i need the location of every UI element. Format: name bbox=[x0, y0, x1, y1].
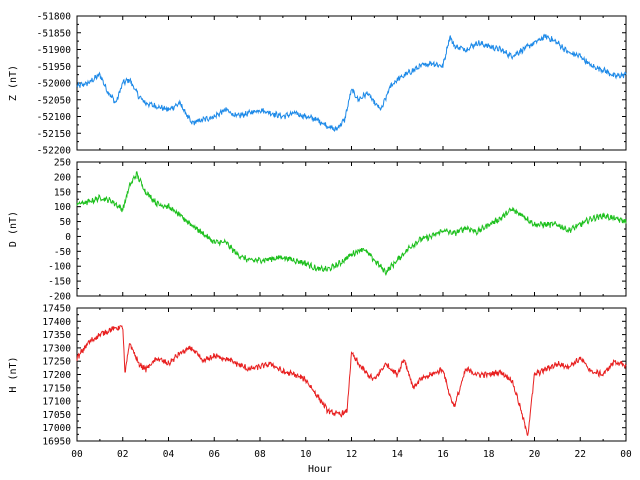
h-y-tick-label: 17450 bbox=[42, 304, 71, 315]
z-y-tick-label: -52150 bbox=[37, 129, 72, 140]
d-y-tick-label: 0 bbox=[65, 232, 71, 243]
d-y-tick-label: 200 bbox=[54, 172, 71, 183]
z-y-tick-label: -51950 bbox=[37, 62, 72, 73]
h-series-line bbox=[76, 325, 627, 437]
z-component-panel: -51800 -51850 -51900 -51950 -52000 -52050 -521… bbox=[8, 12, 627, 157]
h-component-panel: 17450 17400 17350 17300 17250 17200 17150 17100… bbox=[8, 304, 632, 461]
x-tick-label: 00 bbox=[620, 449, 632, 460]
d-y-tick-label: 50 bbox=[60, 217, 72, 228]
h-y-tick-label: 17300 bbox=[42, 343, 71, 354]
z-y-axis-label: Z (nT) bbox=[8, 65, 19, 101]
x-tick-label: 22 bbox=[575, 449, 586, 460]
h-y-tick-label: 17150 bbox=[42, 383, 71, 394]
z-series-line bbox=[76, 33, 627, 132]
x-tick-label: 04 bbox=[163, 449, 175, 460]
x-tick-label: 16 bbox=[437, 449, 449, 460]
z-y-tick-label: -52000 bbox=[37, 79, 72, 90]
x-tick-label: 10 bbox=[300, 449, 312, 460]
d-y-tick-label: -200 bbox=[48, 292, 71, 303]
z-y-tick-label: -51800 bbox=[37, 12, 72, 23]
d-y-tick-label: -50 bbox=[54, 247, 71, 258]
d-y-tick-label: -150 bbox=[48, 277, 71, 288]
z-y-tick-label: -52200 bbox=[37, 146, 72, 157]
z-y-tick-label: -51900 bbox=[37, 45, 72, 56]
x-axis-label: Hour bbox=[308, 464, 332, 475]
x-tick-label: 18 bbox=[483, 449, 495, 460]
h-y-axis-label: H (nT) bbox=[8, 356, 19, 392]
h-y-tick-label: 17050 bbox=[42, 410, 71, 421]
h-y-tick-label: 17350 bbox=[42, 330, 71, 341]
d-component-panel: 250 200 150 100 50 0 -50 -100 -150 -200 D (nT) bbox=[8, 158, 627, 303]
h-y-tick-label: 17250 bbox=[42, 357, 71, 368]
x-tick-label: 12 bbox=[346, 449, 357, 460]
d-y-tick-label: -100 bbox=[48, 262, 71, 273]
h-y-tick-label: 17000 bbox=[42, 423, 71, 434]
x-tick-label: 06 bbox=[209, 449, 221, 460]
h-y-tick-label: 16950 bbox=[42, 437, 71, 448]
d-series-line bbox=[76, 171, 627, 276]
h-plot-frame bbox=[76, 307, 627, 442]
x-tick-label: 02 bbox=[117, 449, 128, 460]
z-y-tick-label: -52100 bbox=[37, 112, 72, 123]
d-plot-frame bbox=[76, 161, 627, 297]
h-y-tick-label: 17100 bbox=[42, 397, 71, 408]
h-y-tick-label: 17200 bbox=[42, 370, 71, 381]
h-y-tick-label: 17400 bbox=[42, 317, 71, 328]
x-tick-label: 08 bbox=[254, 449, 266, 460]
z-y-tick-label: -51850 bbox=[37, 28, 72, 39]
z-y-tick-label: -52050 bbox=[37, 95, 72, 106]
x-tick-label: 00 bbox=[71, 449, 83, 460]
d-y-tick-label: 150 bbox=[54, 187, 71, 198]
d-y-tick-label: 250 bbox=[54, 158, 71, 169]
d-y-tick-label: 100 bbox=[54, 202, 71, 213]
x-tick-label: 14 bbox=[392, 449, 404, 460]
d-y-axis-label: D (nT) bbox=[8, 211, 19, 247]
x-tick-label: 20 bbox=[529, 449, 541, 460]
